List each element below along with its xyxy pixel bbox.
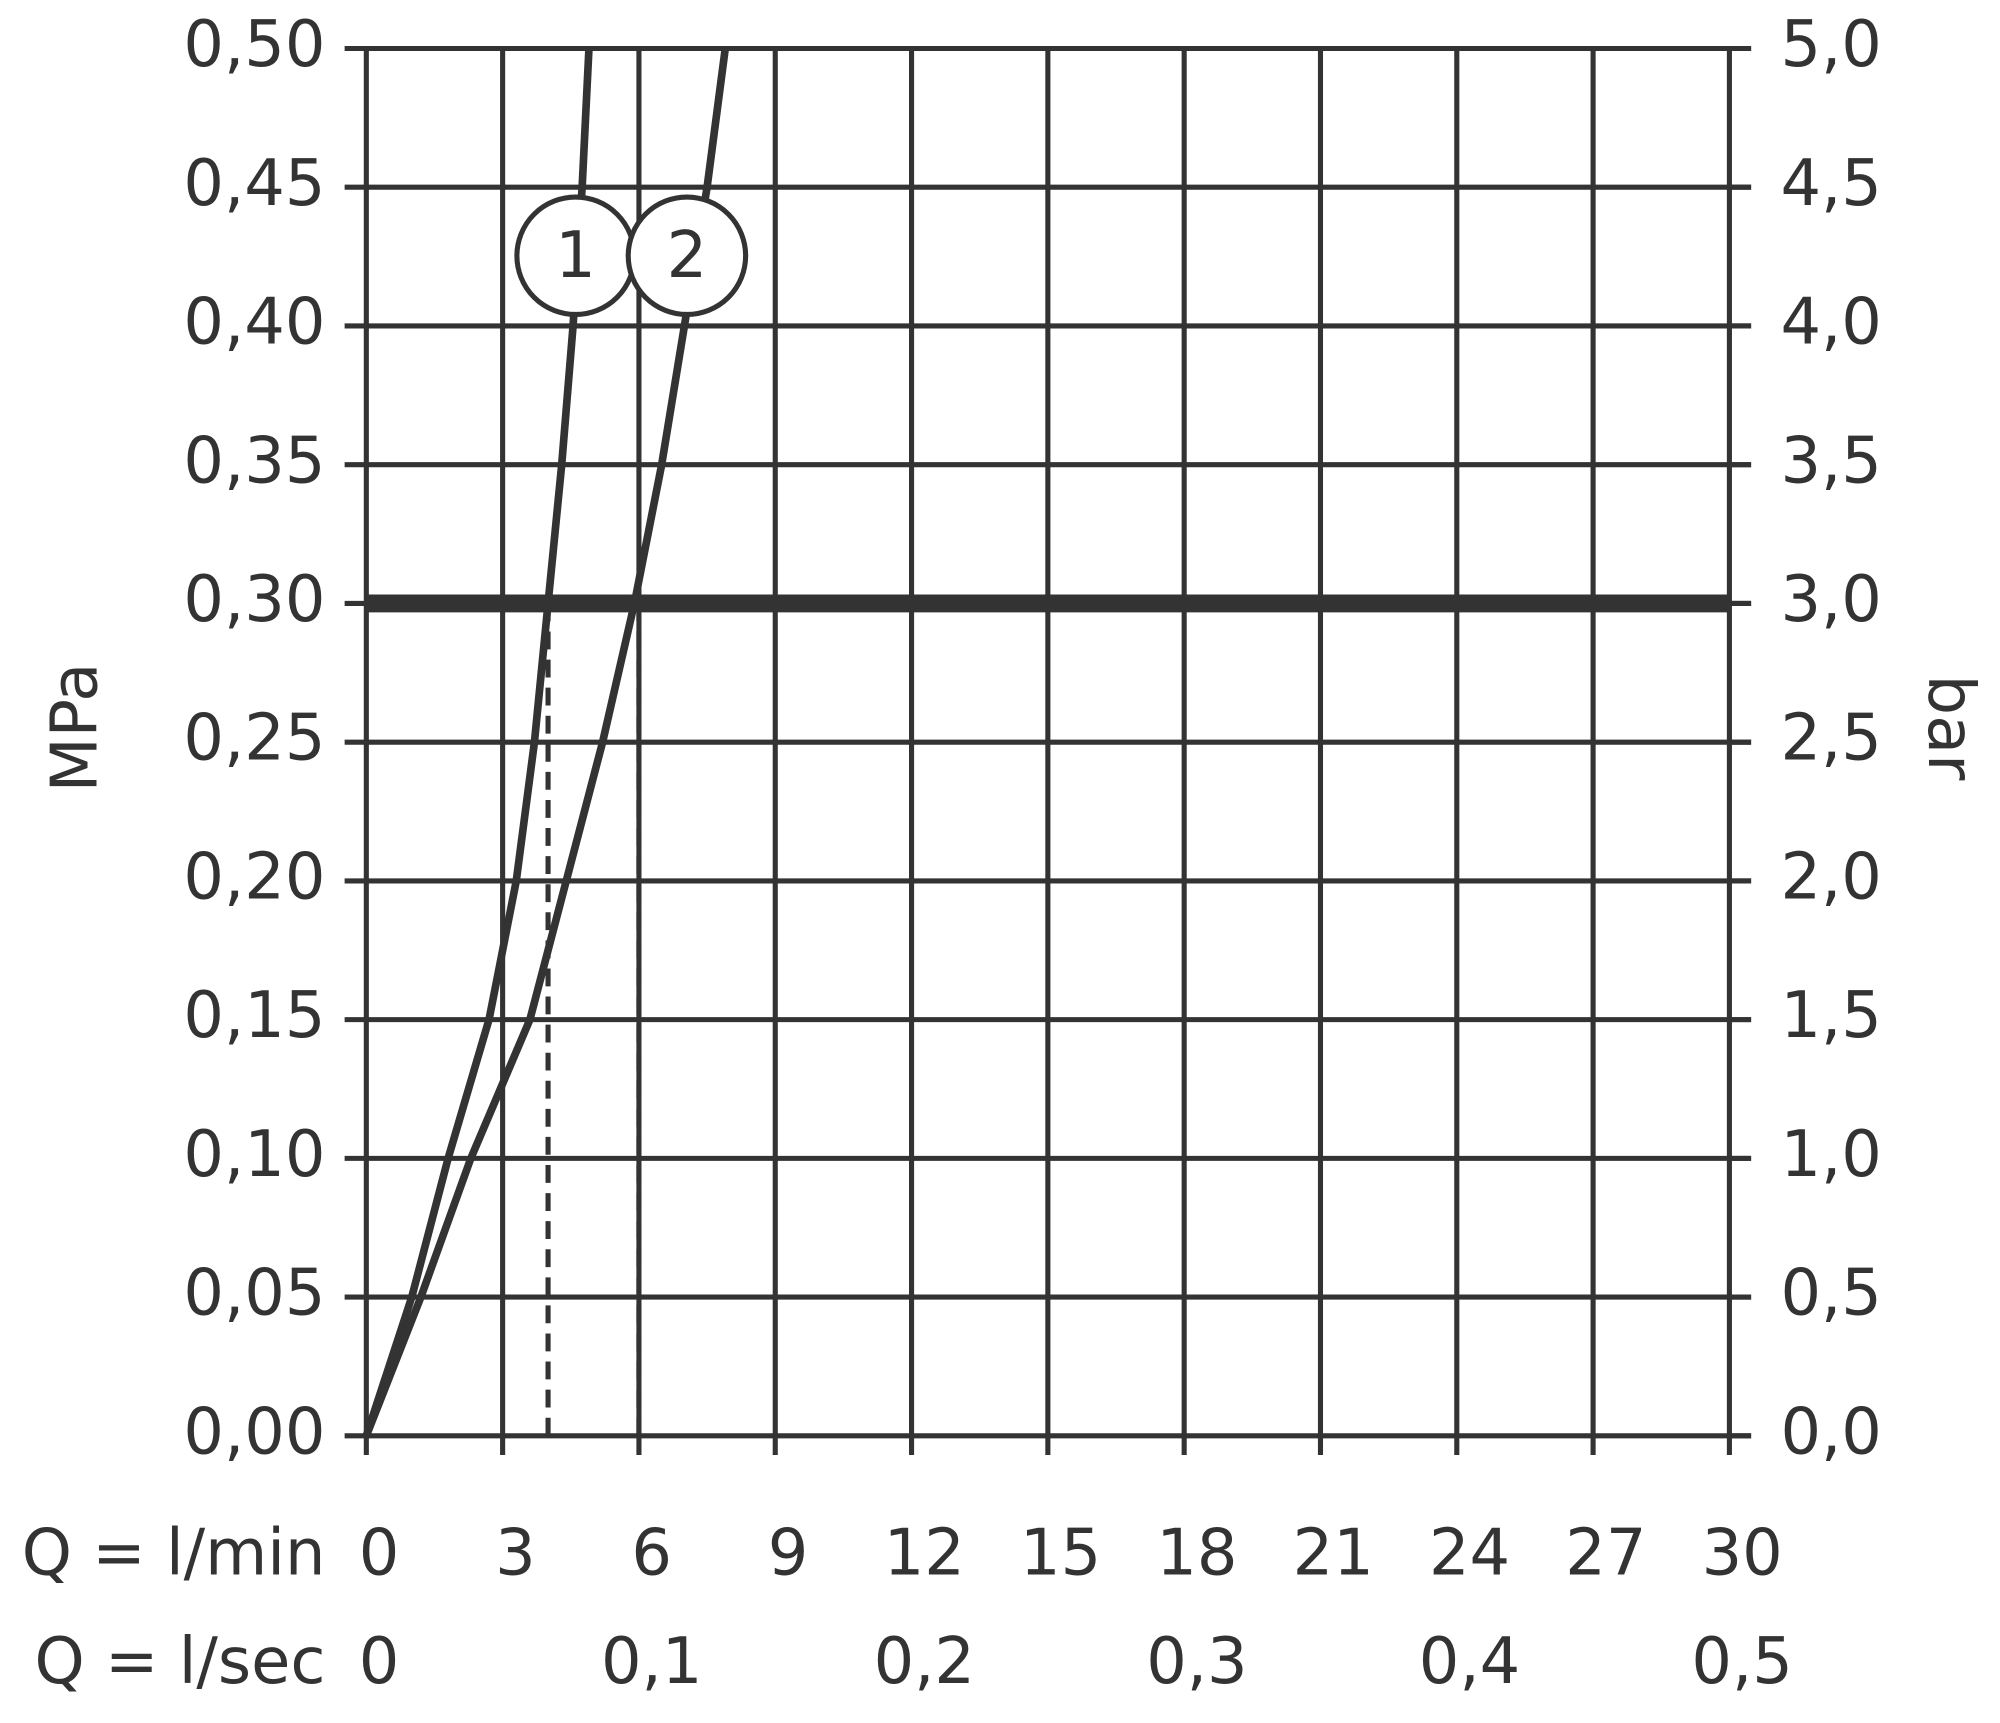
x-tick-label: 18 bbox=[1156, 1517, 1237, 1591]
y2-tick-label: 1,5 bbox=[1780, 979, 1881, 1053]
x2-tick-label: 0,5 bbox=[1691, 1625, 1792, 1699]
series-label-circle bbox=[625, 194, 749, 318]
x2-tick-label: 0,2 bbox=[874, 1625, 975, 1699]
y-tick-label: 0,35 bbox=[183, 424, 325, 498]
series-label: 2 bbox=[667, 219, 708, 293]
series-label: 1 bbox=[555, 219, 596, 293]
x-tick-label: 12 bbox=[884, 1517, 965, 1591]
y-axis-title: MPa bbox=[39, 663, 113, 793]
x-axis-title: Q = l/min bbox=[22, 1517, 326, 1591]
y-tick-label: 0,30 bbox=[183, 563, 325, 637]
x2-tick-label: 0 bbox=[359, 1625, 400, 1699]
y-tick-label: 0,20 bbox=[183, 840, 325, 914]
y-tick-label: 0,45 bbox=[183, 147, 325, 221]
x2-tick-label: 0,3 bbox=[1146, 1625, 1247, 1699]
y2-tick-label: 1,0 bbox=[1780, 1118, 1881, 1192]
y2-tick-label: 4,5 bbox=[1780, 147, 1881, 221]
y-tick-label: 0,10 bbox=[183, 1118, 325, 1192]
y-tick-label: 0,40 bbox=[183, 286, 325, 360]
y-tick-label: 0,05 bbox=[183, 1257, 325, 1331]
y-tick-label: 0,15 bbox=[183, 979, 325, 1053]
y2-tick-label: 0,0 bbox=[1780, 1395, 1881, 1469]
y2-tick-label: 4,0 bbox=[1780, 286, 1881, 360]
x2-tick-label: 0,4 bbox=[1419, 1625, 1520, 1699]
x2-tick-label: 0,1 bbox=[601, 1625, 702, 1699]
y-tick-label: 0,25 bbox=[183, 702, 325, 776]
y2-tick-label: 5,0 bbox=[1780, 8, 1881, 82]
y2-tick-label: 2,5 bbox=[1780, 702, 1881, 776]
y2-tick-label: 2,0 bbox=[1780, 840, 1881, 914]
x-tick-label: 3 bbox=[495, 1517, 536, 1591]
x-tick-label: 9 bbox=[768, 1517, 809, 1591]
x-tick-label: 0 bbox=[359, 1517, 400, 1591]
x-tick-label: 30 bbox=[1702, 1517, 1783, 1591]
x-tick-label: 27 bbox=[1565, 1517, 1646, 1591]
x-tick-label: 15 bbox=[1020, 1517, 1101, 1591]
x-tick-label: 24 bbox=[1429, 1517, 1510, 1591]
x2-axis-title: Q = l/sec bbox=[34, 1625, 325, 1699]
x-tick-label: 6 bbox=[631, 1517, 672, 1591]
y2-tick-label: 3,0 bbox=[1780, 563, 1881, 637]
y2-tick-label: 0,5 bbox=[1780, 1257, 1881, 1331]
x-tick-label: 21 bbox=[1293, 1517, 1374, 1591]
y-tick-label: 0,00 bbox=[183, 1395, 325, 1469]
y2-axis-title: bar bbox=[1913, 675, 1987, 782]
y2-tick-label: 3,5 bbox=[1780, 424, 1881, 498]
y-tick-label: 0,50 bbox=[183, 8, 325, 82]
